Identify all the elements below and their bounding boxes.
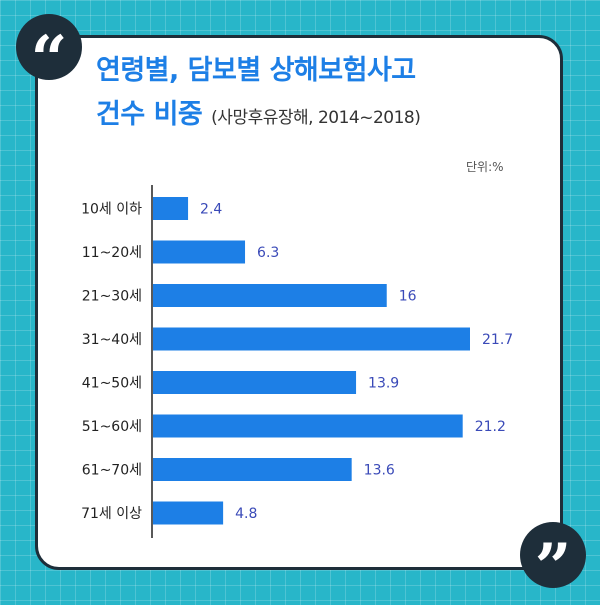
value-label: 21.7: [482, 332, 513, 348]
value-label: 21.2: [475, 419, 506, 435]
bar: [153, 197, 189, 220]
value-label: 6.3: [257, 245, 279, 261]
chart-title-line2: 건수 비중 (사망후유장해, 2014~2018): [96, 92, 421, 131]
bar: [153, 240, 246, 264]
category-label: 11~20세: [82, 245, 142, 261]
close-quote-icon: ”: [520, 522, 586, 600]
chart-title: 연령별, 담보별 상해보험사고: [96, 55, 416, 86]
open-quote-icon: “: [16, 14, 82, 92]
value-label: 4.8: [235, 506, 257, 522]
category-label: 31~40세: [82, 332, 142, 348]
unit-label: 단위:%: [466, 160, 504, 174]
category-label: 71세 이상: [81, 506, 142, 522]
bar: [153, 501, 224, 525]
chart-subtitle: (사망후유장해, 2014~2018): [211, 108, 421, 128]
category-label: 10세 이하: [81, 202, 142, 218]
chart-title-second-part: 건수 비중: [96, 99, 203, 130]
value-label: 2.4: [200, 202, 222, 218]
value-label: 13.9: [368, 376, 399, 392]
bar: [153, 458, 352, 481]
category-label: 21~30세: [82, 289, 142, 305]
category-label: 51~60세: [82, 419, 142, 435]
bar: [153, 327, 470, 351]
value-label: 16: [399, 289, 417, 305]
bar: [153, 284, 387, 307]
category-label: 61~70세: [82, 463, 142, 479]
value-label: 13.6: [364, 463, 395, 479]
bars-group: 10세 이하 2.4 11~20세 6.3 21~30세 16 31~40세 21.7 41~5…: [81, 197, 513, 525]
bar: [153, 414, 463, 438]
category-label: 41~50세: [82, 376, 142, 392]
bar: [153, 371, 357, 394]
